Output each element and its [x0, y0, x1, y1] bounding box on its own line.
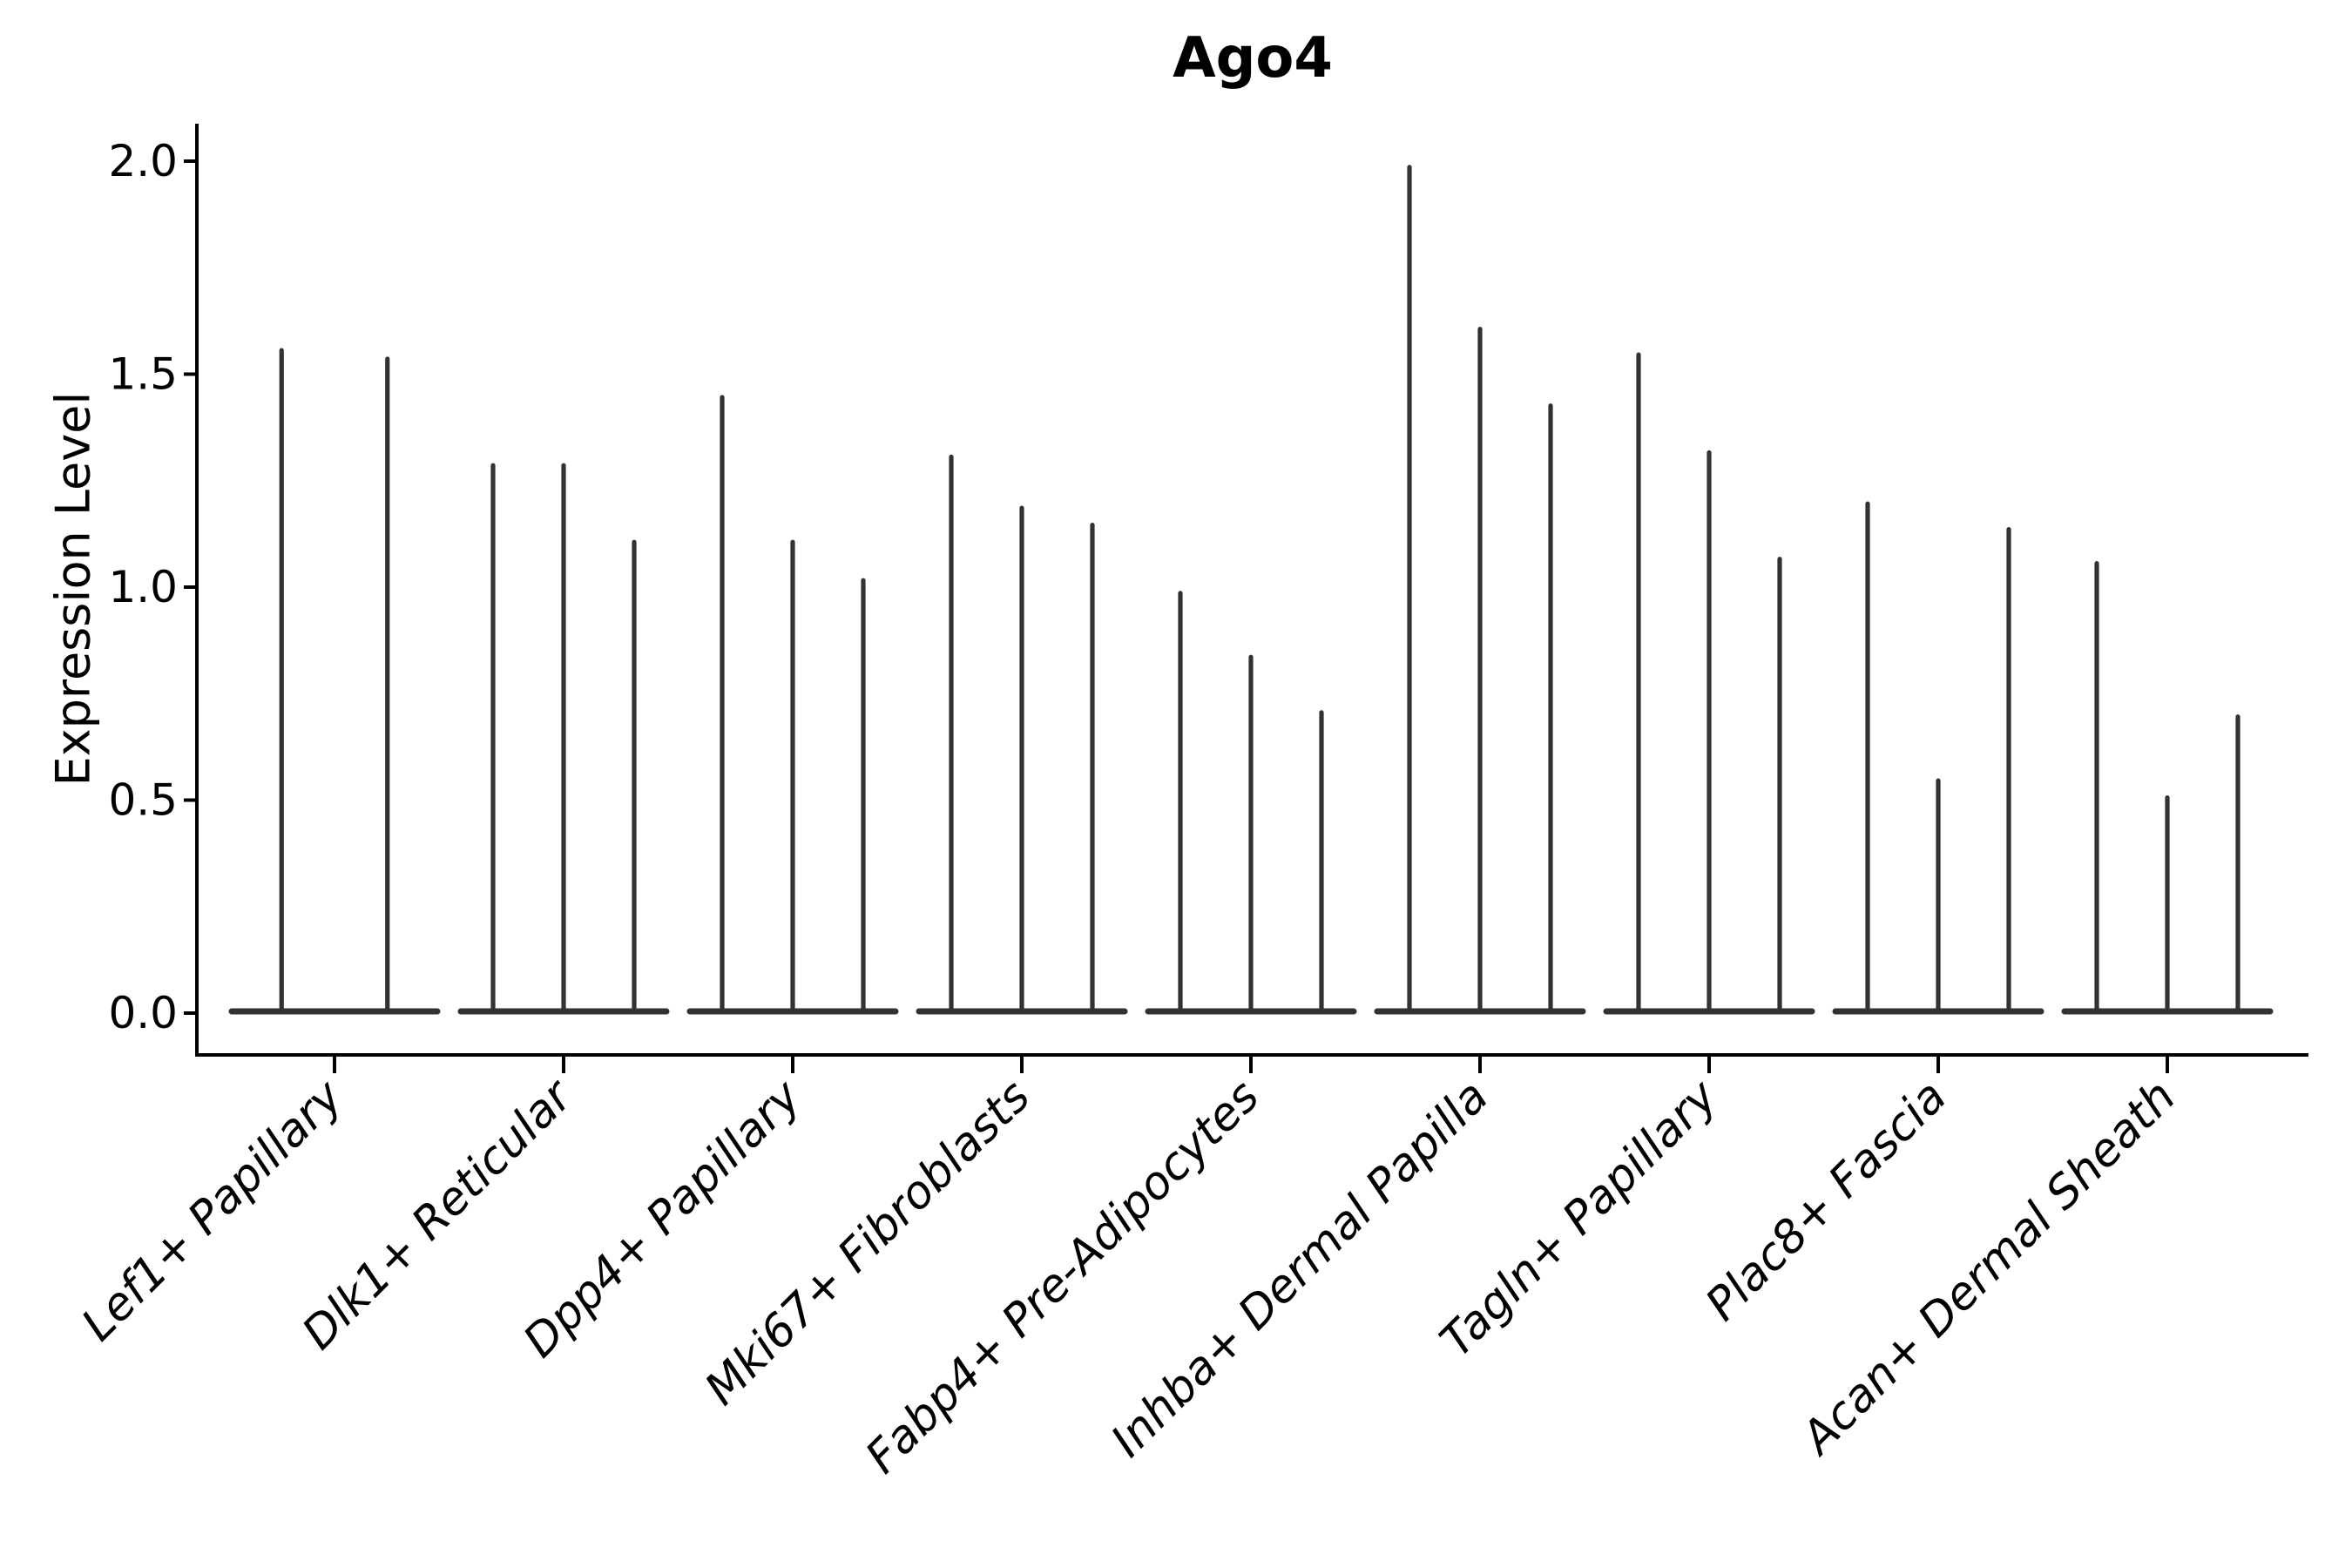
violin-base [228, 1008, 441, 1015]
x-tick-label: Acan+ Dermal Sheath [1790, 1071, 2186, 1466]
x-tick-label: Fabp4+ Pre-Adipocytes [856, 1071, 1270, 1484]
chart-title: Ago4 [1173, 26, 1333, 91]
y-tick-label: 2.0 [108, 136, 178, 186]
y-tick-label: 1.0 [108, 562, 178, 612]
x-tick-label: Inhba+ Dermal Papilla [1101, 1071, 1498, 1468]
y-tick-label: 1.5 [108, 349, 178, 400]
y-tick-label: 0.5 [108, 775, 178, 826]
y-tick-label: 0.0 [108, 988, 178, 1038]
x-tick-label: Plac8+ Fascia [1696, 1071, 1957, 1331]
